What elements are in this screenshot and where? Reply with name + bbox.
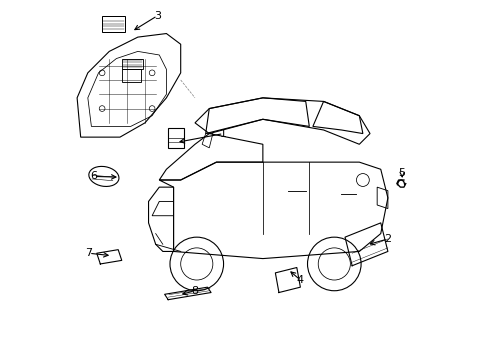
Text: 5: 5: [399, 168, 406, 178]
Text: 3: 3: [154, 11, 161, 21]
Text: 7: 7: [85, 248, 93, 258]
Text: 2: 2: [384, 234, 392, 244]
Text: 1: 1: [220, 129, 227, 139]
Text: 4: 4: [297, 275, 304, 285]
Text: 6: 6: [90, 171, 98, 181]
Text: 8: 8: [192, 286, 198, 296]
